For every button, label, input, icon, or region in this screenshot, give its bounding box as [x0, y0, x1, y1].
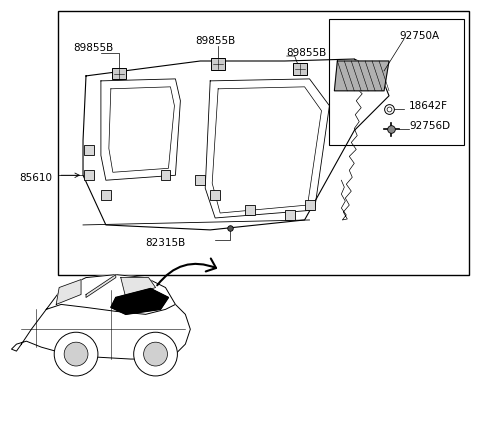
Circle shape	[144, 342, 168, 366]
Bar	[58, 11, 468, 275]
Polygon shape	[335, 61, 389, 91]
Text: 89855B: 89855B	[73, 43, 113, 53]
Bar	[84, 170, 94, 180]
Text: 82315B: 82315B	[145, 238, 186, 248]
Bar	[101, 190, 111, 200]
Polygon shape	[12, 290, 191, 359]
FancyArrowPatch shape	[157, 259, 216, 285]
Circle shape	[134, 332, 178, 376]
Polygon shape	[56, 280, 81, 305]
Polygon shape	[46, 275, 175, 314]
Bar	[195, 175, 205, 185]
Bar	[210, 190, 220, 200]
Bar	[160, 170, 170, 180]
Polygon shape	[86, 275, 116, 297]
Text: 89855B: 89855B	[287, 48, 327, 58]
Bar	[305, 200, 314, 210]
Bar	[329, 19, 464, 145]
Circle shape	[64, 342, 88, 366]
Bar	[285, 210, 295, 220]
Bar	[84, 145, 94, 155]
Bar	[211, 58, 225, 69]
Text: 92756D: 92756D	[409, 121, 450, 130]
Polygon shape	[121, 278, 156, 297]
Bar	[112, 68, 126, 79]
Text: 85610: 85610	[19, 173, 52, 183]
Text: 18642F: 18642F	[409, 101, 448, 111]
Text: 92750A: 92750A	[399, 31, 439, 41]
Bar	[245, 205, 255, 215]
Polygon shape	[111, 289, 168, 314]
Circle shape	[54, 332, 98, 376]
Text: 89855B: 89855B	[195, 36, 236, 46]
Bar	[293, 63, 307, 75]
